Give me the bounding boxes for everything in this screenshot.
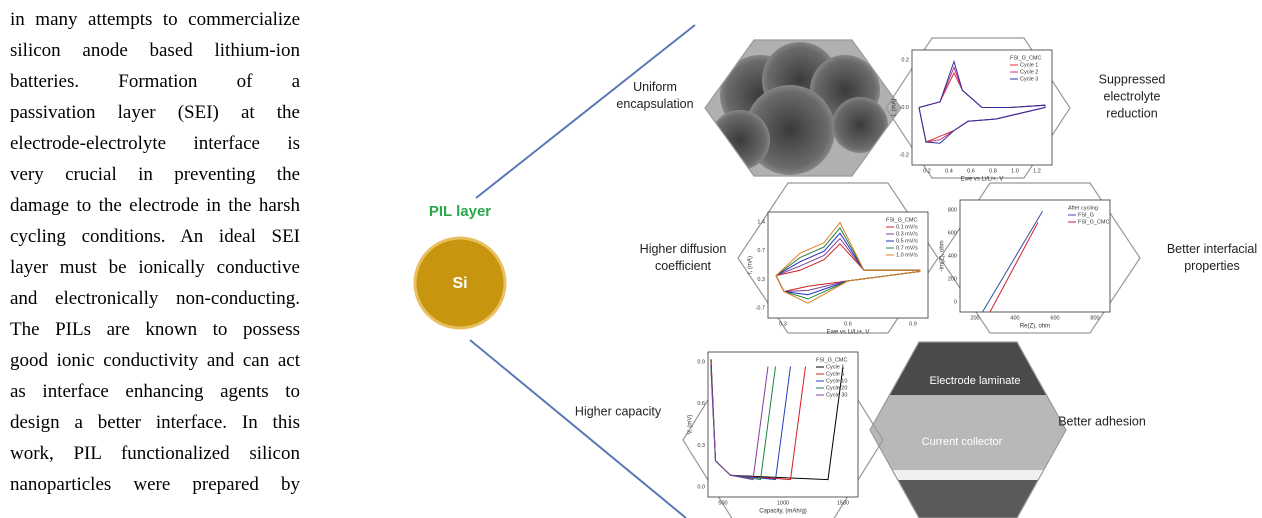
particle: [710, 110, 770, 170]
legend-entry: FSI_G: [1078, 212, 1094, 218]
layer: [865, 480, 1075, 518]
feature-label: coefficient: [655, 259, 712, 273]
legend-title: After cycling: [1068, 205, 1098, 211]
y-tick-label: 0.3: [697, 443, 705, 449]
y-tick-label: 0.6: [697, 401, 705, 407]
x-tick-label: 0.4: [945, 168, 953, 174]
x-tick-label: 0.3: [779, 321, 787, 327]
shell-label: PIL layer: [429, 203, 491, 220]
y-tick-label: 200: [948, 276, 957, 282]
x-tick-label: 1500: [837, 500, 849, 506]
feature-label: properties: [1184, 259, 1240, 273]
x-tick-label: 800: [1090, 315, 1099, 321]
legend-title: FSI_G_CMC: [816, 357, 848, 363]
legend-entry: Cycle 3: [1020, 76, 1038, 82]
legend-entry: FSI_G_CMC: [1078, 219, 1110, 225]
legend-title: FSI_G_CMC: [1010, 55, 1042, 61]
core-label: Si: [452, 275, 467, 292]
x-axis-label: Re(Z), ohm: [1020, 324, 1050, 330]
layer: [865, 340, 1075, 400]
figure: PIL layer Si Electrode laminate Current c…: [0, 0, 1262, 518]
legend-title: FSI_G_CMC: [886, 217, 918, 223]
x-axis-label: Ewe vs Li/Li+, V: [961, 177, 1004, 183]
particle: [832, 97, 888, 153]
tem-image: [700, 38, 910, 178]
y-tick-label: -0.7: [756, 305, 765, 311]
y-tick-label: 0.9: [697, 359, 705, 365]
y-axis-label: -Im(Z), ohm: [940, 240, 946, 271]
connector-line: [476, 25, 695, 198]
x-tick-label: 400: [1010, 315, 1019, 321]
y-tick-label: 0: [954, 299, 957, 305]
legend-entry: Cycle 1: [1020, 62, 1038, 68]
x-tick-label: 0.6: [967, 168, 975, 174]
y-tick-label: 600: [948, 230, 957, 236]
feature-label: reduction: [1106, 106, 1157, 120]
x-tick-label: 0.6: [844, 321, 852, 327]
sem-label: Current collector: [922, 436, 1003, 448]
legend-entry: 0.3 mV/s: [896, 231, 918, 237]
feature-label: Better adhesion: [1058, 414, 1146, 428]
y-tick-label: 0.7: [757, 248, 765, 254]
page: in many attempts to commercializesilicon…: [0, 0, 1262, 518]
legend-entry: Cycle 1: [826, 364, 844, 370]
legend-entry: Cycle 30: [826, 392, 847, 398]
feature-label: encapsulation: [616, 97, 693, 111]
y-tick-label: 1.4: [757, 219, 765, 225]
x-tick-label: 0.8: [989, 168, 997, 174]
y-tick-label: 0.2: [901, 57, 909, 63]
legend-entry: 0.1 mV/s: [896, 224, 918, 230]
feature-label: Uniform: [633, 80, 677, 94]
y-axis-label: V, (mV): [688, 415, 694, 435]
y-tick-label: 400: [948, 253, 957, 259]
x-axis-label: Capacity, (mAh/g): [759, 509, 807, 515]
legend-entry: Cycle 2: [1020, 69, 1038, 75]
legend-entry: 1.0 mV/s: [896, 252, 918, 258]
x-tick-label: 0.9: [909, 321, 917, 327]
x-axis-label: Ewe vs Li/Li+, V: [827, 330, 870, 336]
x-tick-label: 1000: [777, 500, 789, 506]
x-tick-label: 600: [1050, 315, 1059, 321]
sem-label: Electrode laminate: [929, 375, 1020, 387]
x-tick-label: 1.0: [1011, 168, 1019, 174]
legend-entry: Cycle 10: [826, 378, 847, 384]
legend-entry: Cycle 20: [826, 385, 847, 391]
x-tick-label: 500: [718, 500, 727, 506]
x-tick-label: 0.2: [923, 168, 931, 174]
x-tick-label: 200: [970, 315, 979, 321]
y-tick-label: 0.3: [757, 277, 765, 283]
feature-label: electrolyte: [1104, 89, 1161, 103]
y-tick-label: 0.0: [901, 105, 909, 111]
connector-line: [470, 340, 686, 518]
y-axis-label: I, (mA): [892, 99, 898, 117]
legend-entry: 0.5 mV/s: [896, 238, 918, 244]
y-tick-label: -0.2: [900, 152, 909, 158]
y-axis-label: I, (mA): [748, 256, 754, 274]
feature-label: Suppressed: [1099, 72, 1166, 86]
feature-label: Higher diffusion: [640, 242, 727, 256]
feature-label: Higher capacity: [575, 404, 662, 418]
y-tick-label: 0.0: [697, 484, 705, 490]
x-tick-label: 1.2: [1033, 168, 1041, 174]
sem-image: [865, 340, 1075, 518]
legend-entry: 0.7 mV/s: [896, 245, 918, 251]
y-tick-label: 800: [948, 207, 957, 213]
legend-entry: Cycle 5: [826, 371, 844, 377]
feature-label: Better interfacial: [1167, 242, 1257, 256]
